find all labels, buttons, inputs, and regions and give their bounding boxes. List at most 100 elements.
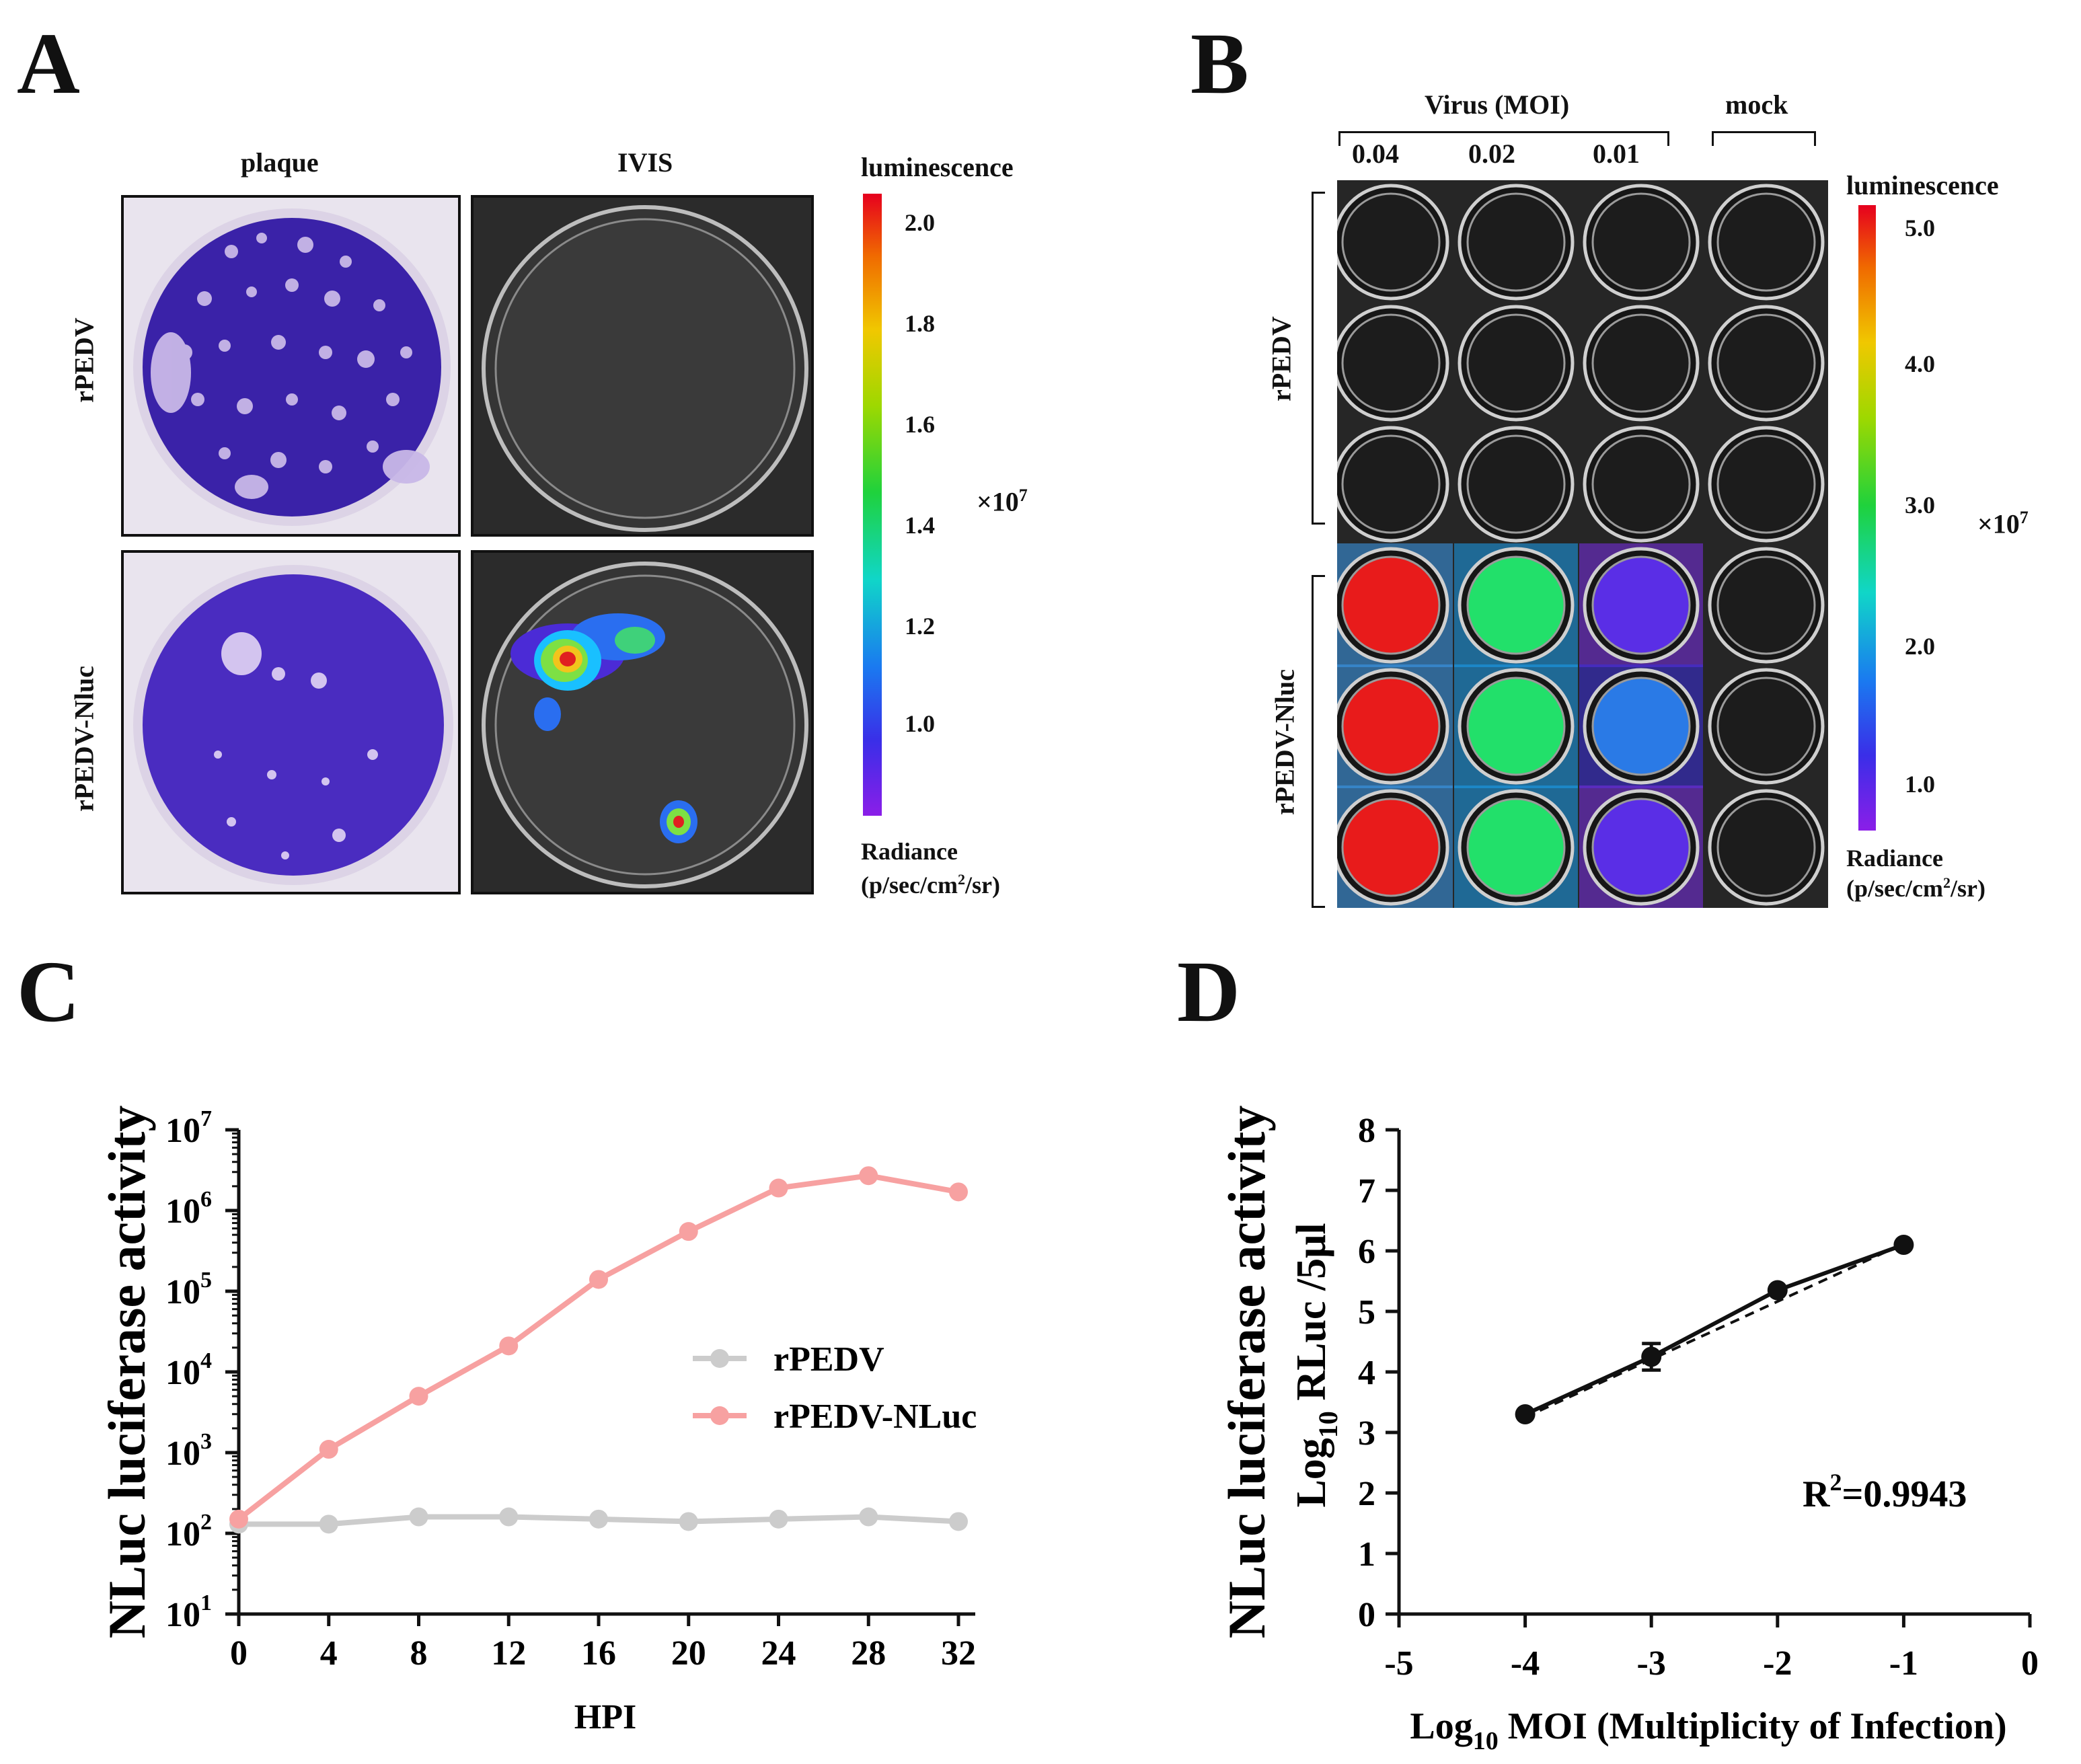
c-point: [769, 1178, 788, 1198]
ivis-image-rpedv-nluc: [471, 550, 814, 894]
c-x-tick-label: 0: [230, 1634, 248, 1673]
d-y-tick-label: 7: [1358, 1172, 1375, 1211]
c-point: [679, 1222, 698, 1241]
well: [1341, 192, 1441, 292]
c-point: [589, 1509, 608, 1529]
c-x-tick-label: 20: [671, 1634, 706, 1673]
colorbar-title-b: luminescence: [1846, 170, 1999, 200]
group-label-virus: Virus (MOI): [1425, 89, 1570, 120]
d-point: [1515, 1404, 1536, 1424]
c-point: [859, 1507, 878, 1527]
well: [1716, 313, 1816, 413]
well: [1341, 313, 1441, 413]
colorbar-b-tick-4: 2.0: [1905, 633, 1935, 660]
panel-letter-c: C: [17, 944, 80, 1040]
colorbar-a-tick-3: 1.6: [905, 411, 935, 438]
d-y-tick-label: 2: [1358, 1475, 1375, 1513]
well: [1591, 677, 1691, 776]
panel-letter-b: B: [1190, 15, 1249, 112]
well: [1716, 677, 1816, 776]
c-point: [949, 1512, 968, 1531]
chart-d: 0 1 2 3 4 5 6 7 8 -5 -4 -3 -2 -1 0 NLuc luciferase act…: [1217, 1106, 2039, 1755]
colorbar-b-tick-3: 3.0: [1905, 492, 1935, 519]
c-point: [409, 1507, 428, 1527]
plaque-image-rpedv-nluc: [121, 550, 461, 894]
c-point: [499, 1336, 519, 1356]
c-point: [859, 1166, 878, 1186]
d-y-tick-label: 0: [1358, 1596, 1375, 1634]
c-point: [589, 1270, 608, 1289]
c-x-tick-label: 32: [941, 1634, 976, 1673]
c-y-tick-label: 102: [165, 1510, 212, 1554]
bracket-virus: [1338, 131, 1669, 146]
d-point: [1893, 1235, 1914, 1255]
moi-label-1: 0.04: [1352, 139, 1399, 169]
well: [1466, 798, 1566, 897]
d-x-tick-label: -2: [1763, 1644, 1792, 1683]
colorbar-a-multiplier-exp: 7: [1018, 486, 1028, 505]
colorbar-a-tick-1: 2.0: [905, 209, 935, 236]
colorbar-b-multiplier: ×107: [1977, 508, 2029, 539]
bracket-mock: [1712, 131, 1816, 146]
c-legend-marker: [710, 1406, 729, 1425]
d-fit-line: [1524, 1242, 1905, 1419]
c-point: [319, 1440, 338, 1459]
d-x-tick-label: -4: [1511, 1644, 1540, 1683]
well: [1466, 192, 1566, 292]
colorbar-a-tick-2: 1.8: [905, 310, 935, 337]
colorbar-a-tick-4: 1.4: [905, 512, 935, 539]
d-y-tick-label: 3: [1358, 1414, 1375, 1453]
row-label-b-rpedv: rPEDV: [1266, 316, 1297, 401]
well: [1466, 434, 1566, 534]
moi-label-2: 0.02: [1468, 139, 1515, 169]
well: [1591, 798, 1691, 897]
c-x-tick-label: 28: [851, 1634, 886, 1673]
row-label-rpedv: rPEDV: [69, 317, 100, 403]
well: [1716, 555, 1816, 655]
colorbar-a-unit-line1: Radiance: [861, 838, 958, 865]
well: [1591, 192, 1691, 292]
well: [1591, 313, 1691, 413]
c-x-tick-label: 8: [410, 1634, 428, 1673]
d-point: [1641, 1346, 1662, 1367]
d-y-tick-label: 1: [1358, 1535, 1375, 1574]
ivis-image-rpedv: [471, 195, 814, 537]
row-label-b-rpedv-nluc: rPEDV-Nluc: [1269, 669, 1300, 815]
c-xlabel: HPI: [574, 1698, 636, 1736]
colorbar-b-tick-2: 4.0: [1905, 350, 1935, 377]
c-point: [499, 1507, 519, 1527]
well: [1591, 434, 1691, 534]
well: [1466, 677, 1566, 776]
c-y-tick-label: 101: [165, 1590, 212, 1634]
c-y-tick-label: 103: [165, 1429, 212, 1473]
colorbar-b-tick-5: 1.0: [1905, 771, 1935, 798]
well: [1591, 555, 1691, 655]
well: [1341, 798, 1441, 897]
well-plate-image: [1337, 180, 1828, 908]
d-y-tick-label: 6: [1358, 1233, 1375, 1271]
d-ylabel-outer: NLuc luciferase activity: [1217, 1106, 1276, 1639]
well: [1466, 313, 1566, 413]
colorbar-a-unit-line2: (p/sec/cm2/sr): [861, 871, 1000, 898]
c-point: [949, 1182, 968, 1202]
c-point: [319, 1514, 338, 1534]
well: [1466, 555, 1566, 655]
colorbar-b-tick-1: 5.0: [1905, 215, 1935, 241]
c-x-tick-label: 4: [320, 1634, 338, 1673]
row-label-rpedv-nluc: rPEDV-Nluc: [69, 666, 100, 812]
c-x-tick-label: 24: [761, 1634, 796, 1673]
c-y-tick-label: 107: [165, 1106, 212, 1150]
d-y-tick-label: 8: [1358, 1112, 1375, 1150]
c-y-tick-label: 105: [165, 1268, 212, 1311]
d-series-line: [1524, 1243, 1905, 1416]
d-x-tick-label: -3: [1637, 1644, 1666, 1683]
d-point: [1767, 1280, 1788, 1301]
d-x-tick-label: 0: [2021, 1644, 2039, 1683]
c-legend-label: rPEDV: [773, 1340, 884, 1379]
column-header-plaque: plaque: [241, 147, 319, 178]
c-y-tick-label: 104: [165, 1348, 212, 1392]
colorbar-a: [863, 194, 882, 816]
c-ylabel: NLuc luciferase activity: [98, 1106, 156, 1639]
column-header-ivis: IVIS: [617, 147, 673, 178]
colorbar-a-tick-6: 1.0: [905, 710, 935, 737]
